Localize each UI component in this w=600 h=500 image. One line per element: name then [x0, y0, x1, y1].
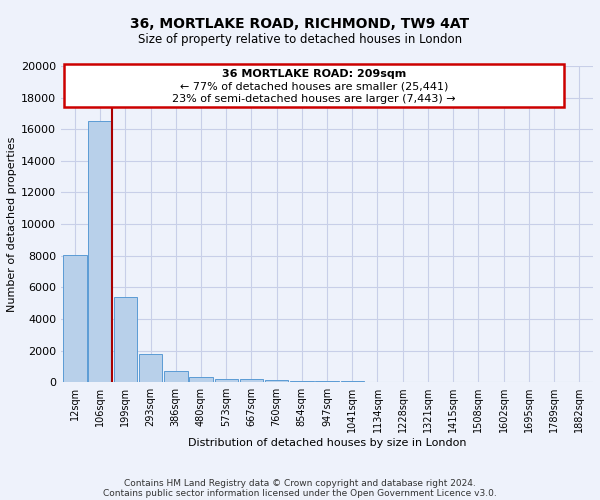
- Text: 23% of semi-detached houses are larger (7,443) →: 23% of semi-detached houses are larger (…: [172, 94, 455, 104]
- Text: 36 MORTLAKE ROAD: 209sqm: 36 MORTLAKE ROAD: 209sqm: [222, 69, 406, 79]
- Bar: [215, 378, 238, 382]
- Text: Contains HM Land Registry data © Crown copyright and database right 2024.: Contains HM Land Registry data © Crown c…: [124, 478, 476, 488]
- Bar: [290, 380, 314, 382]
- Bar: [88, 122, 112, 382]
- Bar: [189, 376, 213, 382]
- Bar: [63, 255, 86, 382]
- Bar: [240, 380, 263, 382]
- Text: Contains public sector information licensed under the Open Government Licence v3: Contains public sector information licen…: [103, 488, 497, 498]
- Bar: [139, 354, 163, 382]
- Bar: [113, 297, 137, 382]
- Text: ← 77% of detached houses are smaller (25,441): ← 77% of detached houses are smaller (25…: [179, 82, 448, 92]
- Bar: [164, 371, 188, 382]
- Bar: [64, 64, 564, 107]
- Text: Size of property relative to detached houses in London: Size of property relative to detached ho…: [138, 32, 462, 46]
- X-axis label: Distribution of detached houses by size in London: Distribution of detached houses by size …: [188, 438, 466, 448]
- Bar: [316, 381, 339, 382]
- Y-axis label: Number of detached properties: Number of detached properties: [7, 136, 17, 312]
- Text: 36, MORTLAKE ROAD, RICHMOND, TW9 4AT: 36, MORTLAKE ROAD, RICHMOND, TW9 4AT: [130, 18, 470, 32]
- Bar: [265, 380, 289, 382]
